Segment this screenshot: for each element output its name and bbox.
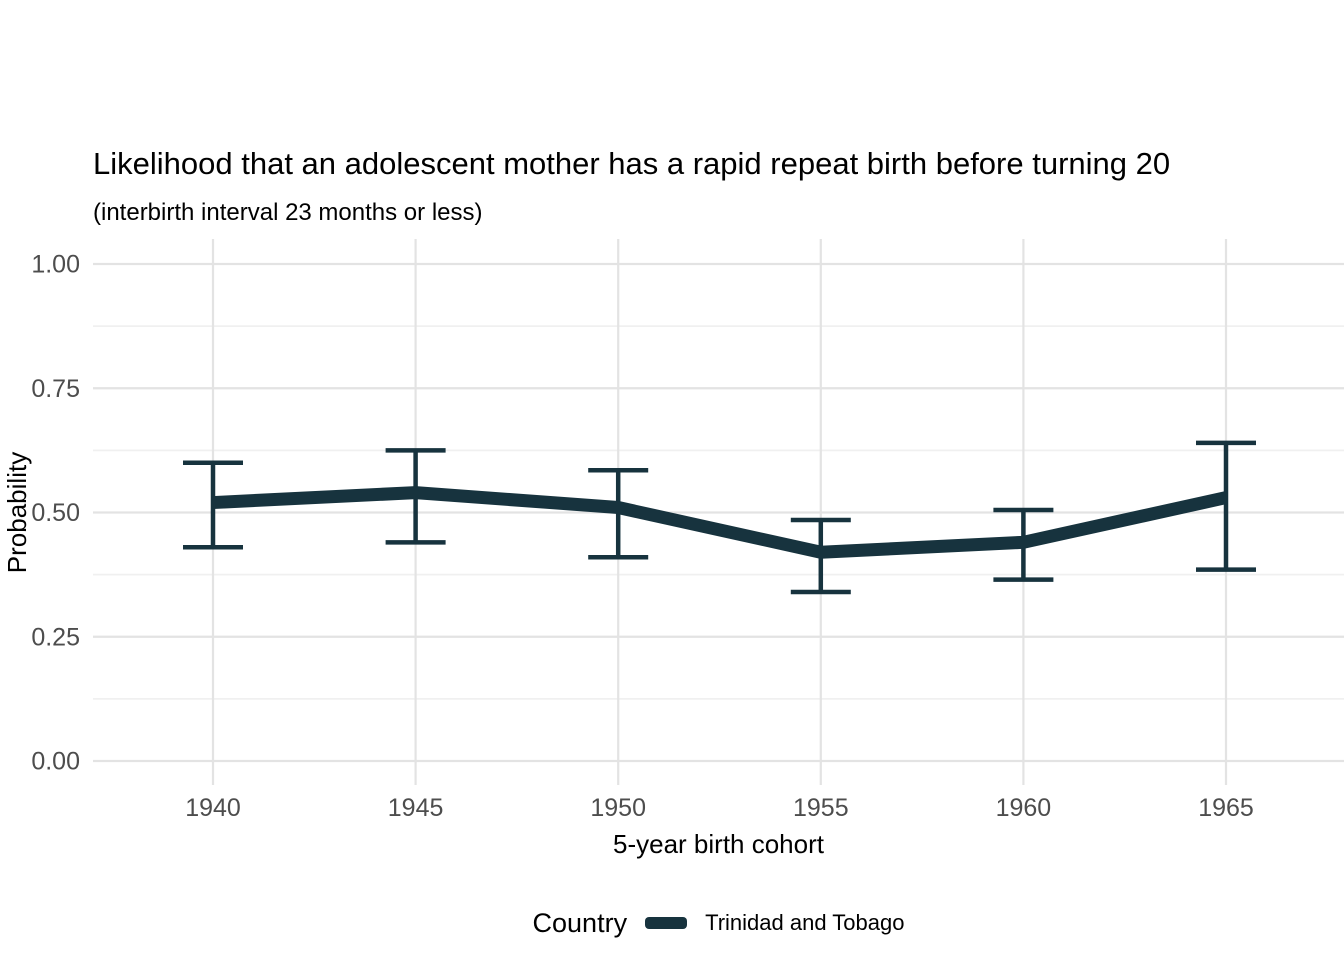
x-tick-label: 1960: [996, 794, 1052, 822]
x-tick-label: 1950: [590, 794, 646, 822]
x-tick-label: 1940: [185, 794, 241, 822]
x-tick-label: 1965: [1198, 794, 1254, 822]
legend: Country Trinidad and Tobago: [93, 899, 1344, 947]
chart-title: Likelihood that an adolescent mother has…: [93, 146, 1171, 181]
chart-subtitle: (interbirth interval 23 months or less): [93, 199, 483, 226]
y-tick-label: 0.25: [31, 623, 80, 651]
y-tick-label: 0.00: [31, 748, 80, 776]
legend-title: Country: [532, 907, 628, 938]
x-tick-label: 1945: [388, 794, 444, 822]
legend-key-line: [645, 917, 688, 929]
y-tick-label: 0.50: [31, 499, 80, 527]
x-tick-label: 1955: [793, 794, 849, 822]
x-axis-title: 5-year birth cohort: [613, 829, 824, 859]
y-tick-label: 1.00: [31, 251, 80, 279]
series-line: [212, 486, 1228, 559]
legend-entry-label: Trinidad and Tobago: [705, 910, 905, 935]
y-tick-label: 0.75: [31, 375, 80, 403]
